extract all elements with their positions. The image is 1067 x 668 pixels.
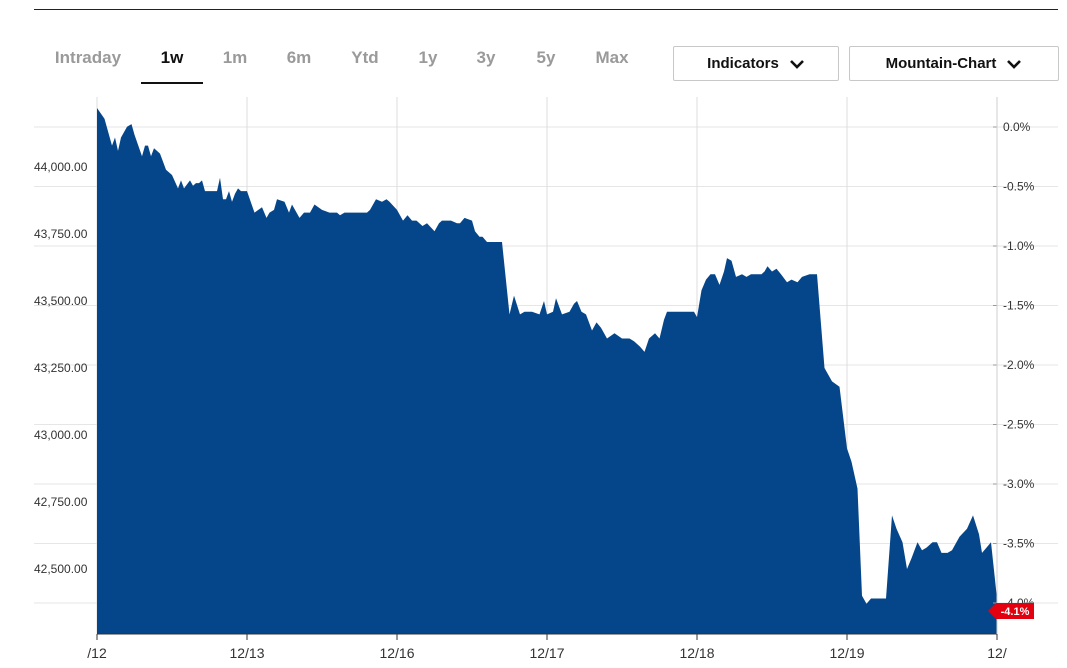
y-right-tick-label: 0.0% xyxy=(1003,120,1031,134)
y-right-tick-label: -3.5% xyxy=(1003,537,1035,551)
last-change-badge: -4.1% xyxy=(988,603,1034,619)
y-right-tick-label: -1.5% xyxy=(1003,299,1035,313)
indicators-dropdown[interactable]: Indicators xyxy=(673,46,839,81)
x-axis: /12 12/13 12/16 12/17 12/18 12/19 12/ xyxy=(87,634,1007,661)
price-area xyxy=(97,108,997,634)
x-tick-label: 12/18 xyxy=(679,645,714,661)
x-tick-label: /12 xyxy=(87,645,107,661)
tab-1y[interactable]: 1y xyxy=(418,48,438,67)
tab-5y[interactable]: 5y xyxy=(536,48,556,67)
tab-intraday[interactable]: Intraday xyxy=(54,48,122,67)
x-tick-label: 12/16 xyxy=(379,645,414,661)
y-left-tick-label: 44,000.00 xyxy=(34,160,88,174)
x-tick-label: 12/ xyxy=(987,645,1007,661)
y-left-tick-label: 42,750.00 xyxy=(34,495,88,509)
y-left-tick-label: 43,250.00 xyxy=(34,361,88,375)
tab-1w[interactable]: 1w xyxy=(141,40,203,84)
y-right-tick-label: -1.0% xyxy=(1003,239,1035,253)
y-left-tick-label: 43,500.00 xyxy=(34,294,88,308)
chart-type-label: Mountain-Chart xyxy=(885,55,997,72)
tab-1m[interactable]: 1m xyxy=(222,48,248,67)
tab-3y[interactable]: 3y xyxy=(476,48,496,67)
left-axis: 44,000.00 43,750.00 43,500.00 43,250.00 43,0… xyxy=(34,160,88,576)
badge-label: -4.1% xyxy=(1001,606,1030,618)
y-left-tick-label: 42,500.00 xyxy=(34,562,88,576)
x-tick-label: 12/19 xyxy=(829,645,864,661)
y-left-tick-label: 43,000.00 xyxy=(34,428,88,442)
y-right-tick-label: -2.0% xyxy=(1003,358,1035,372)
chevron-down-icon xyxy=(789,59,804,69)
y-right-tick-label: -3.0% xyxy=(1003,477,1035,491)
badge-shape xyxy=(988,603,1034,619)
y-right-tick-label: -0.5% xyxy=(1003,180,1035,194)
y-left-tick-label: 43,750.00 xyxy=(34,227,88,241)
tab-max[interactable]: Max xyxy=(595,48,629,67)
indicators-label: Indicators xyxy=(707,55,779,72)
x-tick-label: 12/17 xyxy=(529,645,564,661)
x-tick-label: 12/13 xyxy=(229,645,264,661)
top-divider xyxy=(34,9,1058,10)
tab-ytd[interactable]: Ytd xyxy=(351,48,379,67)
right-axis: 0.0%-0.5%-1.0%-1.5%-2.0%-2.5%-3.0%-3.5%-… xyxy=(993,120,1035,610)
y-right-tick-label: -2.5% xyxy=(1003,418,1035,432)
chart-type-dropdown[interactable]: Mountain-Chart xyxy=(849,46,1059,81)
tab-6m[interactable]: 6m xyxy=(286,48,312,67)
chevron-down-icon xyxy=(1007,59,1022,69)
